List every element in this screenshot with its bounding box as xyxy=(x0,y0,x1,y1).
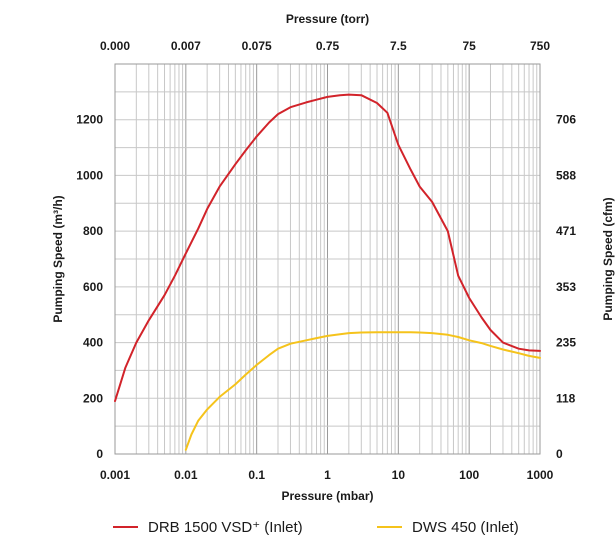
y-tick-label: 200 xyxy=(83,391,103,405)
y2-tick-label: 235 xyxy=(556,336,576,350)
x-tick-label: 0.001 xyxy=(100,468,130,482)
x2-tick-label: 75 xyxy=(462,39,476,53)
grid-lines xyxy=(114,63,541,455)
y-tick-label: 0 xyxy=(96,447,103,461)
y2-tick-label: 706 xyxy=(556,113,576,127)
right-axis-title: Pumping Speed (cfm) xyxy=(601,197,615,320)
y-tick-label: 1200 xyxy=(76,113,103,127)
tick-labels: 0.001 0.01 0.1 1 10 100 1000 0.000 0.007 0.075 0.7… xyxy=(76,39,576,482)
x2-tick-label: 0.75 xyxy=(316,39,340,53)
y2-tick-label: 0 xyxy=(556,447,563,461)
series-line-drb-1500-vsd xyxy=(114,93,541,403)
y2-tick-label: 588 xyxy=(556,168,576,182)
series-line-dws-450 xyxy=(184,331,541,451)
bottom-axis-title: Pressure (mbar) xyxy=(281,489,373,503)
top-axis-title: Pressure (torr) xyxy=(286,12,369,26)
x2-tick-label: 0.007 xyxy=(171,39,201,53)
y2-tick-label: 118 xyxy=(556,391,576,405)
x2-tick-label: 750 xyxy=(530,39,550,53)
series-layer xyxy=(114,93,541,451)
y-tick-label: 800 xyxy=(83,224,103,238)
y-tick-label: 400 xyxy=(83,336,103,350)
x-tick-label: 0.1 xyxy=(248,468,265,482)
y-tick-label: 1000 xyxy=(76,168,103,182)
x-tick-label: 1000 xyxy=(527,468,554,482)
x-tick-label: 10 xyxy=(392,468,406,482)
x2-tick-label: 0.000 xyxy=(100,39,130,53)
x2-tick-label: 7.5 xyxy=(390,39,407,53)
left-axis-title: Pumping Speed (m³/h) xyxy=(51,195,65,322)
y2-tick-label: 353 xyxy=(556,280,576,294)
legend-label-drb: DRB 1500 VSD⁺ (Inlet) xyxy=(148,519,303,536)
x2-tick-label: 0.075 xyxy=(242,39,272,53)
legend: DRB 1500 VSD⁺ (Inlet) DWS 450 (Inlet) xyxy=(113,519,519,536)
legend-label-dws: DWS 450 (Inlet) xyxy=(412,519,519,536)
x-tick-label: 0.01 xyxy=(174,468,198,482)
y-tick-label: 600 xyxy=(83,280,103,294)
plot-frame xyxy=(114,63,541,455)
y2-tick-label: 471 xyxy=(556,224,576,238)
x-tick-label: 1 xyxy=(324,468,331,482)
x-tick-label: 100 xyxy=(459,468,479,482)
